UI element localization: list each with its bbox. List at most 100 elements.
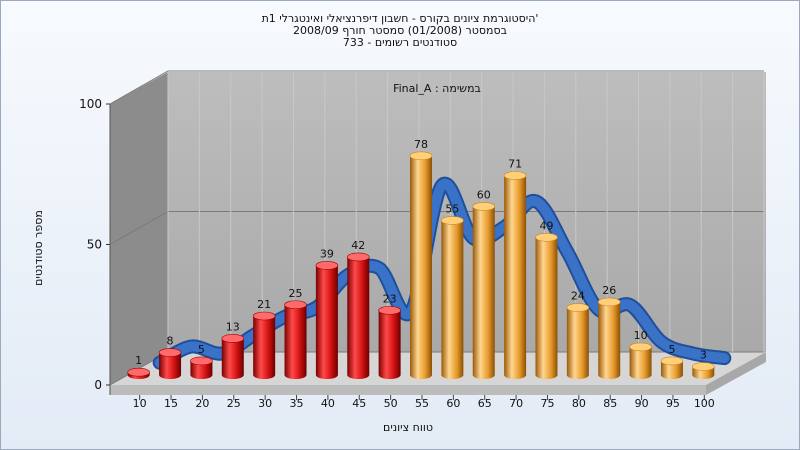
bars <box>127 151 715 379</box>
y-tick-label: 0 <box>94 378 102 392</box>
bar <box>315 261 339 379</box>
x-tick-label: 10 <box>133 397 147 410</box>
data-label: 60 <box>477 188 491 201</box>
data-label: 5 <box>198 343 205 356</box>
bar <box>346 252 370 379</box>
x-tick-label: 40 <box>321 397 335 410</box>
data-label: 21 <box>257 298 271 311</box>
data-label: 26 <box>602 284 616 297</box>
x-tick-label: 80 <box>572 397 586 410</box>
bar <box>535 233 558 379</box>
x-tick-label: 60 <box>446 397 460 410</box>
x-tick-label: 25 <box>227 397 241 410</box>
chart-title-line-2: בסמסטר (01/2008) סמסטר חורף 2008/09 <box>293 24 507 37</box>
bar <box>190 356 213 379</box>
x-axis-label: טווח ציונים <box>383 421 433 434</box>
floor-right-edge <box>706 352 766 395</box>
bar-top <box>629 342 652 352</box>
bar <box>252 311 276 379</box>
x-axis: 10 15 20 25 30 35 40 45 50 55 60 65 70 75 80 85 90 95 100 <box>133 395 715 410</box>
bar-top <box>660 356 684 366</box>
bar-top <box>535 233 558 242</box>
bar-top <box>503 171 527 180</box>
x-tick-label: 30 <box>258 397 272 410</box>
bar <box>503 171 527 379</box>
floor-front-edge <box>110 385 706 395</box>
bar <box>284 300 307 379</box>
data-label: 55 <box>445 202 459 215</box>
x-tick-label: 75 <box>540 397 554 410</box>
x-tick-label: 100 <box>694 397 715 410</box>
bar <box>629 342 652 379</box>
bar-body <box>441 220 464 379</box>
chart-subtitle: במשימה : Final_A <box>393 82 481 95</box>
bar-body <box>598 301 621 379</box>
data-label: 42 <box>351 239 365 252</box>
data-label: 39 <box>320 247 334 260</box>
data-label: 5 <box>668 343 675 356</box>
data-label: 78 <box>414 138 428 151</box>
data-label: 13 <box>226 320 240 333</box>
bar-body <box>535 237 558 379</box>
x-tick-label: 85 <box>603 397 617 410</box>
x-tick-label: 35 <box>290 397 304 410</box>
bar-body <box>410 155 432 379</box>
bar-body <box>221 338 244 379</box>
y-axis: 0 50 100 <box>79 97 110 392</box>
bar-top <box>692 362 715 371</box>
data-label: 49 <box>539 219 553 232</box>
bar-body <box>629 346 652 379</box>
bar-top <box>597 297 621 307</box>
gridlines <box>109 70 765 386</box>
data-label: 8 <box>167 335 174 348</box>
data-label: 1 <box>135 354 142 367</box>
bar <box>441 216 464 379</box>
x-tick-label: 20 <box>195 397 209 410</box>
bar <box>127 367 150 379</box>
bar-top <box>190 356 213 366</box>
bar-top <box>409 151 433 161</box>
bar-body <box>284 304 307 379</box>
bar-body <box>159 352 182 379</box>
data-label: 71 <box>508 157 522 170</box>
bar-body <box>504 175 527 379</box>
bar <box>692 362 715 379</box>
y-axis-label: מספר סטודנטים <box>32 210 45 286</box>
bar <box>566 303 590 379</box>
bar-body <box>660 360 683 379</box>
chart-title-line-1: היסטוגרמת ציונים בקורס - חשבון דיפרנציאל… <box>262 12 539 25</box>
x-tick-label: 65 <box>478 397 492 410</box>
x-tick-label: 95 <box>666 397 680 410</box>
bar <box>660 356 684 379</box>
x-tick-label: 90 <box>635 397 649 410</box>
bar-top <box>221 334 245 343</box>
x-tick-label: 15 <box>164 397 178 410</box>
bar-top <box>252 311 276 321</box>
bar <box>378 306 401 379</box>
bar-top <box>158 348 182 357</box>
data-labels: 1 8 5 13 21 25 39 42 23 78 55 60 71 49 24 26 10 5 3 <box>135 138 707 367</box>
y-gridline <box>109 70 764 105</box>
bar-body <box>566 307 589 379</box>
chart-title-line-3: סטודנטים רשומים - 733 <box>343 36 457 49</box>
x-tick-label: 70 <box>509 397 523 410</box>
bar <box>597 297 621 379</box>
bar-top <box>346 252 370 262</box>
data-label: 10 <box>634 329 648 342</box>
bar-top <box>127 367 150 377</box>
bar-top <box>472 202 496 211</box>
bar-top <box>378 306 401 315</box>
bar-body <box>190 360 213 379</box>
x-tick-label: 55 <box>415 397 429 410</box>
data-label: 24 <box>571 290 585 303</box>
bar-body <box>315 265 338 379</box>
bar <box>409 151 433 379</box>
x-tick-label: 45 <box>352 397 366 410</box>
bar <box>158 348 182 379</box>
data-label: 25 <box>289 287 303 300</box>
bar <box>472 202 496 379</box>
data-label: 3 <box>700 349 707 362</box>
y-tick-label: 50 <box>87 238 102 252</box>
bar-top <box>566 303 590 312</box>
